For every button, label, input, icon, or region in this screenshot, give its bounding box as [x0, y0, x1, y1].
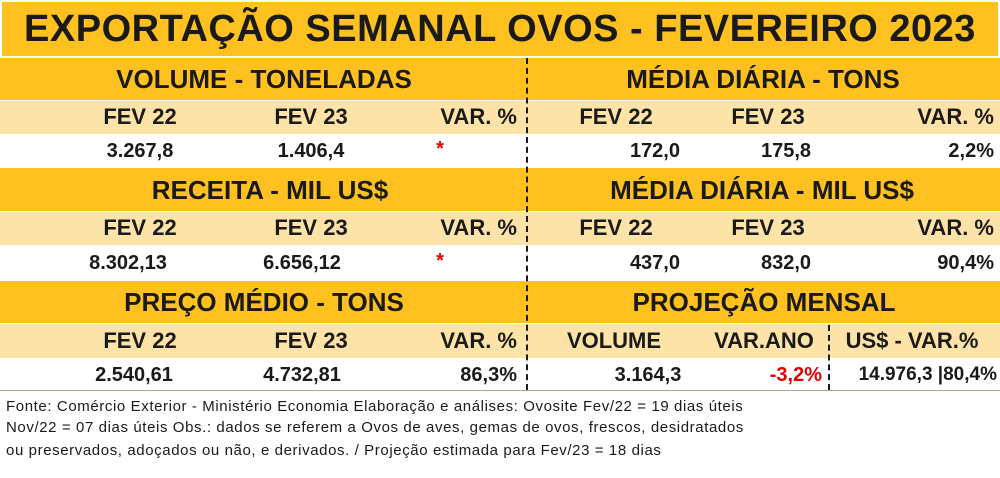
volume-header: VOLUME - TONELADAS — [116, 64, 412, 94]
projecao-value-var-ano: -3,2% — [769, 364, 822, 386]
receita-header: RECEITA - MIL US$ — [151, 175, 389, 205]
column-header-band-3 — [0, 324, 1000, 358]
media-tons-col-fev22: FEV 22 — [579, 104, 653, 129]
projecao-col-volume: VOLUME — [566, 328, 662, 353]
volume-value-var: * — [436, 138, 444, 160]
column-divider — [526, 58, 528, 390]
page-title: EXPORTAÇÃO SEMANAL OVOS - FEVEREIRO 2023 — [2, 2, 998, 56]
projecao-col-usd-var: US$ - VAR.% — [845, 328, 979, 353]
volume-col-var: VAR. % — [440, 104, 517, 129]
section-header-band-3 — [0, 281, 1000, 323]
media-usd-col-fev22: FEV 22 — [579, 215, 653, 240]
receita-col-fev23: FEV 23 — [274, 215, 348, 240]
media-usd-value-var: 90,4% — [937, 252, 994, 274]
volume-col-fev23: FEV 23 — [274, 104, 348, 129]
receita-col-fev22: FEV 22 — [103, 215, 177, 240]
value-band-2 — [0, 245, 1000, 280]
projecao-value-usd-var: 14.976,3 |80,4% — [858, 364, 997, 385]
volume-value-fev22: 3.267,8 — [106, 140, 174, 162]
value-band-3 — [0, 358, 1000, 390]
receita-value-fev23: 6.656,12 — [263, 252, 341, 274]
section-header-band-1 — [0, 58, 1000, 100]
section-header-band-2 — [0, 168, 1000, 211]
column-header-band-2 — [0, 212, 1000, 245]
preco-value-fev22: 2.540,61 — [95, 364, 173, 386]
table-bottom-rule — [0, 390, 1000, 391]
media-usd-value-fev22: 437,0 — [629, 252, 680, 274]
preco-col-fev23: FEV 23 — [274, 328, 348, 353]
media-usd-col-fev23: FEV 23 — [731, 215, 805, 240]
media-tons-value-fev23: 175,8 — [760, 140, 812, 162]
column-header-band-1 — [0, 101, 1000, 134]
volume-col-fev22: FEV 22 — [103, 104, 177, 129]
preco-value-var: 86,3% — [460, 364, 517, 386]
media-tons-header: MÉDIA DIÁRIA - TONS — [626, 64, 900, 94]
projecao-header: PROJEÇÃO MENSAL — [632, 287, 896, 317]
media-tons-col-var: VAR. % — [917, 104, 994, 129]
media-tons-col-fev23: FEV 23 — [731, 104, 805, 129]
preco-col-fev22: FEV 22 — [103, 328, 177, 353]
media-usd-value-fev23: 832,0 — [760, 252, 812, 274]
value-band-1 — [0, 134, 1000, 167]
projection-divider — [828, 325, 830, 390]
volume-value-fev23: 1.406,4 — [277, 140, 345, 162]
media-usd-header: MÉDIA DIÁRIA - MIL US$ — [610, 175, 914, 205]
media-tons-value-fev22: 172,0 — [629, 140, 680, 162]
media-usd-col-var: VAR. % — [917, 215, 994, 240]
receita-value-var: * — [436, 250, 444, 272]
preco-value-fev23: 4.732,81 — [263, 364, 341, 386]
footer-line-3: ou preservados, adoçados ou não, e deriv… — [6, 442, 662, 459]
projecao-value-volume: 3.164,3 — [614, 364, 682, 386]
footer-line-1: Fonte: Comércio Exterior - Ministério Ec… — [6, 398, 744, 415]
preco-col-var: VAR. % — [440, 328, 517, 353]
preco-header: PREÇO MÉDIO - TONS — [124, 287, 404, 317]
media-tons-value-var: 2,2% — [948, 140, 994, 162]
footer-line-2: Nov/22 = 07 dias úteis Obs.: dados se re… — [6, 419, 744, 436]
receita-col-var: VAR. % — [440, 215, 517, 240]
projecao-col-var-ano: VAR.ANO — [714, 328, 814, 353]
receita-value-fev22: 8.302,13 — [89, 252, 167, 274]
